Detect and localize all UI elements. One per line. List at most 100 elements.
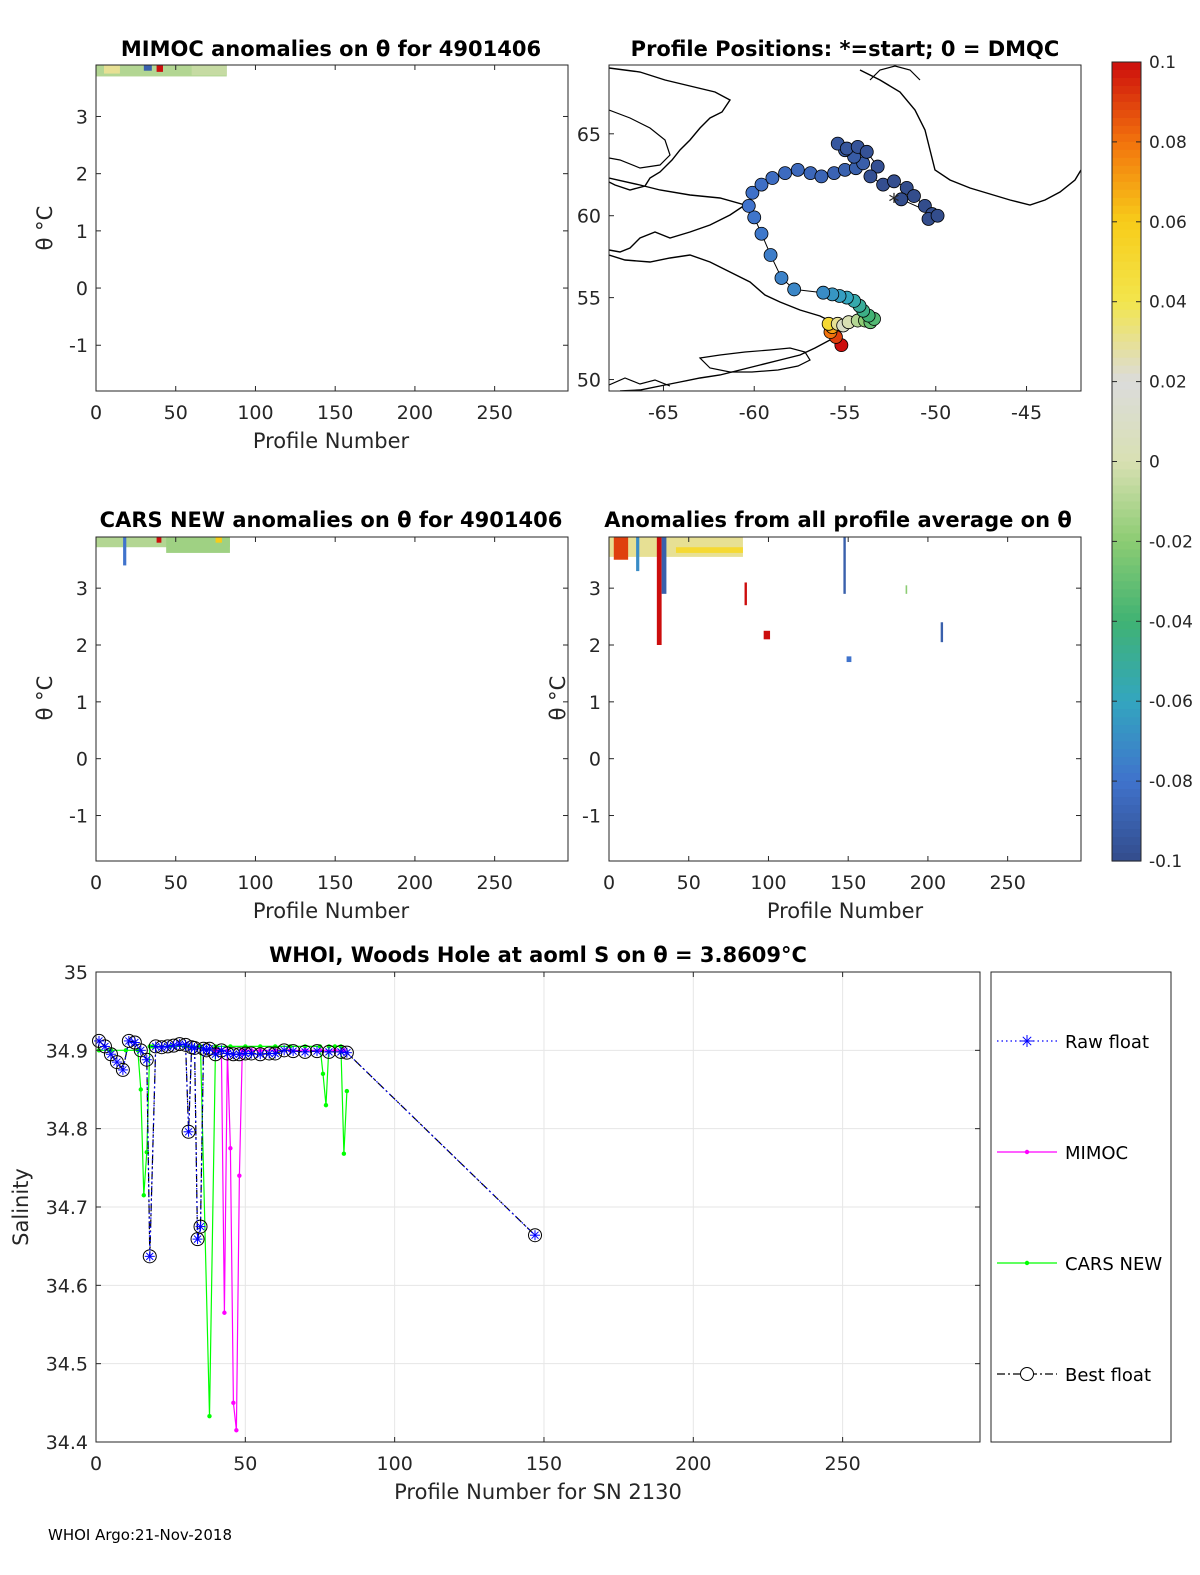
colorbar-segment bbox=[1112, 389, 1141, 399]
gulf-coast bbox=[609, 377, 671, 387]
colorbar: 0.1 0.08 0.06 0.04 0.02 0 -0.02 -0.04 -0.06 -0.08… bbox=[1111, 53, 1193, 872]
colorbar-segment bbox=[1112, 509, 1141, 519]
x-tick-label: 100 bbox=[750, 872, 786, 894]
salinity-ticks: 0 50 100 150 200 250 34.4 34.5 34.6 34.7 34.8 34.9 3… bbox=[46, 962, 980, 1475]
colorbar-segment bbox=[1112, 285, 1141, 295]
colorbar-tick-label: 0.02 bbox=[1149, 373, 1187, 393]
y-tick-label: 34.6 bbox=[46, 1275, 88, 1297]
star-stroke bbox=[343, 1048, 351, 1057]
cars-axes-box bbox=[95, 536, 569, 862]
colorbar-segment bbox=[1112, 301, 1141, 311]
cars-panel: CARS NEW anomalies on θ for 4901406 0 50 1… bbox=[33, 508, 569, 923]
colorbar-segment bbox=[1112, 93, 1141, 103]
y-tick-label: 0 bbox=[76, 278, 88, 300]
data-point bbox=[156, 1042, 167, 1053]
y-tick-label: 34.7 bbox=[46, 1197, 88, 1219]
y-tick-label: 1 bbox=[76, 692, 88, 714]
legend-marker bbox=[1024, 1260, 1030, 1266]
legend-label: CARS NEW bbox=[1065, 1254, 1162, 1275]
colorbar-segment bbox=[1112, 445, 1141, 455]
star-stroke bbox=[145, 1252, 154, 1261]
profile-position-marker bbox=[747, 210, 762, 225]
mimoc-title: MIMOC anomalies on θ for 4901406 bbox=[121, 37, 541, 61]
star-stroke bbox=[181, 1040, 190, 1049]
legend-item-cars-new: CARS NEW bbox=[997, 1254, 1162, 1275]
colorbar-segment bbox=[1112, 141, 1141, 151]
data-point bbox=[255, 1049, 266, 1060]
cars-ticks: 0 50 100 150 200 250 -1 0 1 2 3 bbox=[69, 537, 568, 894]
data-point bbox=[186, 1042, 197, 1053]
x-tick-label: -60 bbox=[739, 402, 770, 424]
series-line-cars-new bbox=[99, 1045, 348, 1417]
data-point bbox=[341, 1151, 347, 1156]
colorbar-segment bbox=[1112, 565, 1141, 574]
colorbar-segment bbox=[1112, 349, 1141, 359]
allavg-axes-box bbox=[608, 536, 1082, 862]
legend-label: MIMOC bbox=[1065, 1143, 1128, 1164]
star-stroke bbox=[130, 1038, 139, 1047]
data-point bbox=[246, 1048, 257, 1059]
data-point bbox=[272, 1044, 278, 1049]
data-point bbox=[141, 1054, 152, 1065]
profile-position-marker bbox=[930, 208, 945, 223]
colorbar-segment bbox=[1112, 133, 1141, 143]
x-tick-label: 0 bbox=[603, 872, 615, 894]
y-tick-label: 1 bbox=[76, 221, 88, 243]
heatmap-cell bbox=[744, 582, 747, 606]
cars-xlabel: Profile Number bbox=[253, 899, 410, 923]
star-stroke bbox=[101, 1042, 109, 1051]
x-tick-label: 0 bbox=[90, 872, 102, 894]
footer-label: WHOI Argo:21-Nov-2018 bbox=[48, 1526, 232, 1544]
data-point bbox=[231, 1400, 236, 1406]
colorbar-segment bbox=[1112, 645, 1141, 654]
x-tick-label: 50 bbox=[677, 872, 701, 894]
salinity-panel: WHOI, Woods Hole at aoml S on θ = 3.8609… bbox=[9, 943, 981, 1504]
series-line-best-float bbox=[98, 1040, 536, 1257]
data-point bbox=[168, 1040, 179, 1051]
colorbar-segment bbox=[1112, 613, 1141, 622]
x-tick-label: -55 bbox=[829, 402, 860, 424]
x-tick-label: 200 bbox=[397, 872, 433, 894]
colorbar-tick-label: 0.04 bbox=[1149, 293, 1187, 313]
data-point bbox=[210, 1049, 221, 1060]
heatmap-cell bbox=[613, 537, 629, 560]
heatmap-cell bbox=[96, 537, 230, 548]
legend-box bbox=[990, 971, 1172, 1443]
colorbar-segment bbox=[1112, 333, 1141, 343]
profile-position-marker bbox=[870, 159, 885, 174]
series-line-mimoc bbox=[215, 1049, 344, 1431]
data-point bbox=[195, 1221, 206, 1232]
star-stroke bbox=[247, 1049, 256, 1058]
salinity-title: WHOI, Woods Hole at aoml S on θ = 3.8609… bbox=[269, 943, 807, 967]
data-point bbox=[270, 1048, 281, 1059]
y-tick-label: 2 bbox=[589, 635, 601, 657]
legend-label: Raw float bbox=[1065, 1032, 1149, 1053]
colorbar-tick-label: 0 bbox=[1149, 453, 1160, 473]
star-stroke bbox=[229, 1050, 238, 1059]
colorbar-segment bbox=[1112, 765, 1141, 774]
colorbar-tick-label: 0.1 bbox=[1149, 53, 1176, 73]
colorbar-segment bbox=[1112, 165, 1141, 175]
colorbar-segment bbox=[1112, 373, 1141, 383]
heatmap-cell bbox=[143, 65, 152, 71]
heatmap-cell bbox=[123, 537, 127, 566]
star-stroke bbox=[199, 1044, 208, 1053]
colorbar-tick-label: -0.04 bbox=[1149, 612, 1193, 632]
data-point bbox=[199, 1043, 214, 1058]
y-tick-label: -1 bbox=[69, 806, 88, 828]
colorbar-tick-label: -0.02 bbox=[1149, 532, 1193, 552]
data-point bbox=[181, 1124, 196, 1139]
mimoc-heatmap bbox=[96, 65, 227, 77]
mimoc-panel: MIMOC anomalies on θ for 4901406 0 50 100 1… bbox=[33, 37, 569, 453]
star-stroke bbox=[190, 1044, 199, 1052]
colorbar-segment bbox=[1112, 221, 1141, 231]
colorbar-segment bbox=[1112, 429, 1141, 439]
data-point bbox=[123, 1035, 134, 1046]
x-tick-label: 100 bbox=[377, 1453, 413, 1475]
heatmap-cell bbox=[675, 547, 743, 553]
colorbar-segment bbox=[1112, 229, 1141, 239]
baffin-inlet-coast bbox=[609, 109, 671, 169]
profile-position-marker bbox=[754, 177, 769, 192]
colorbar-segment bbox=[1112, 757, 1141, 766]
